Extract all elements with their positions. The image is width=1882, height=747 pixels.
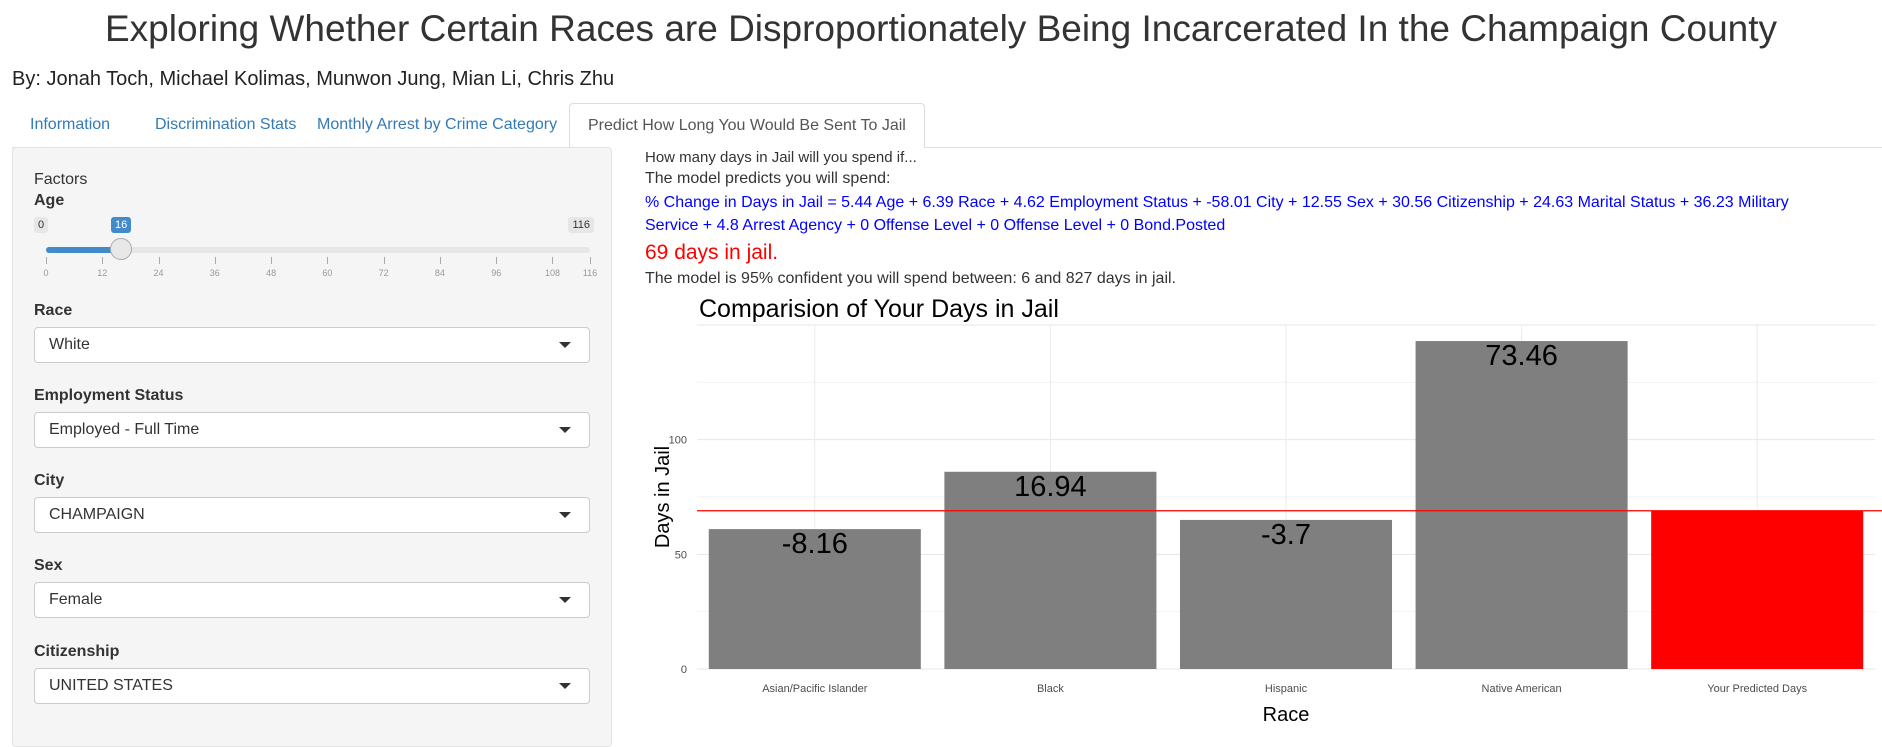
prediction-panel: How many days in Jail will you spend if.… (645, 147, 1882, 727)
chevron-down-icon (559, 342, 571, 348)
age-slider-track[interactable] (46, 247, 590, 253)
confidence-text: The model is 95% confident you will spen… (645, 270, 1176, 287)
age-slider-value: 16 (111, 217, 132, 233)
city-select[interactable]: CHAMPAIGN (34, 497, 590, 533)
prediction-text: 69 days in jail. (645, 241, 779, 264)
age-slider-tick-label: 72 (378, 268, 389, 278)
author-byline: By: Jonah Toch, Michael Kolimas, Munwon … (12, 68, 615, 90)
age-slider-tick (46, 257, 47, 264)
x-tick-label: Asian/Pacific Islander (762, 683, 867, 695)
predicts-text: The model predicts you will spend: (645, 170, 891, 187)
bar-data-label: 16.94 (1014, 471, 1087, 503)
bar-data-label: -8.16 (782, 528, 848, 560)
employment-select[interactable]: Employed - Full Time (34, 412, 590, 448)
age-slider-tick-label: 48 (266, 268, 277, 278)
chevron-down-icon (559, 597, 571, 603)
bar-native-american (1415, 341, 1628, 669)
chevron-down-icon (559, 427, 571, 433)
age-slider-tick (158, 257, 160, 264)
chevron-down-icon (559, 683, 571, 689)
y-tick-label: 50 (675, 549, 687, 561)
age-slider-tick (552, 257, 554, 264)
sex-select-value: Female (49, 591, 103, 608)
age-slider-max: 116 (568, 217, 594, 233)
y-tick-label: 0 (681, 664, 687, 676)
tab-information[interactable]: Information (30, 116, 111, 133)
age-label: Age (34, 192, 65, 209)
x-tick-label: Native American (1482, 683, 1562, 695)
age-slider-min: 0 (34, 217, 49, 233)
y-axis-title: Days in Jail (652, 446, 674, 548)
age-slider-tick-label: 0 (43, 268, 49, 278)
age-slider-tick (271, 257, 273, 264)
race-select-value: White (49, 336, 90, 353)
age-slider-tick (383, 257, 385, 264)
age-slider-tick-label: 116 (582, 268, 598, 278)
age-slider-tick-label: 24 (153, 268, 164, 278)
city-label: City (34, 472, 65, 489)
age-slider[interactable]: 0 116 16 0 12 24 36 48 60 72 84 96 108 116 (34, 217, 598, 287)
age-slider-tick-label: 36 (209, 268, 220, 278)
age-slider-tick-label: 84 (434, 268, 445, 278)
age-slider-tick-label: 60 (322, 268, 333, 278)
bar-asian-pacific-islander (708, 529, 921, 669)
chart-title: Comparision of Your Days in Jail (699, 295, 1059, 323)
factors-heading: Factors (34, 171, 88, 188)
age-slider-tick-label: 12 (97, 268, 108, 278)
race-label: Race (34, 302, 73, 319)
formula-line-1: % Change in Days in Jail = 5.44 Age + 6.… (645, 194, 1789, 211)
race-select[interactable]: White (34, 327, 590, 363)
x-tick-label: Black (1037, 683, 1064, 695)
citizenship-select[interactable]: UNITED STATES (34, 668, 590, 704)
tab-discrimination-stats[interactable]: Discrimination Stats (155, 116, 297, 133)
tab-bar: Information Discrimination Stats Monthly… (12, 103, 1882, 148)
tab-monthly-arrest[interactable]: Monthly Arrest by Crime Category (317, 116, 558, 133)
tab-predict-jail[interactable]: Predict How Long You Would Be Sent To Ja… (569, 103, 925, 148)
x-tick-label: Your Predicted Days (1707, 683, 1807, 695)
bar-hispanic (1179, 519, 1393, 669)
chevron-down-icon (559, 512, 571, 518)
bar-your-predicted-days (1651, 510, 1864, 669)
x-tick-label: Hispanic (1265, 683, 1308, 695)
factors-sidebar: Factors Age 0 116 16 0 12 24 36 48 60 72 84 96 10… (12, 147, 612, 747)
age-slider-handle[interactable] (110, 238, 133, 260)
bar-data-label: -3.7 (1261, 519, 1311, 551)
citizenship-label: Citizenship (34, 643, 120, 660)
employment-label: Employment Status (34, 387, 184, 404)
jail-days-chart: Comparision of Your Days in Jail 0 50 100 -8… (652, 295, 1882, 726)
question-text: How many days in Jail will you spend if.… (645, 149, 917, 166)
page-title: Exploring Whether Certain Races are Disp… (104, 8, 1778, 49)
age-slider-tick-label: 96 (491, 268, 502, 278)
sex-label: Sex (34, 557, 63, 574)
x-axis-title: Race (1263, 704, 1310, 726)
citizenship-select-value: UNITED STATES (49, 677, 173, 694)
age-slider-fill (46, 247, 122, 253)
age-slider-tick (102, 257, 104, 264)
city-select-value: CHAMPAIGN (49, 506, 145, 523)
y-tick-label: 100 (669, 435, 687, 447)
bar-black (944, 471, 1157, 669)
bar-data-label: 73.46 (1485, 340, 1558, 372)
age-slider-tick (590, 257, 591, 264)
employment-select-value: Employed - Full Time (49, 421, 200, 438)
age-slider-tick (496, 257, 498, 264)
sex-select[interactable]: Female (34, 582, 590, 618)
age-slider-tick-label: 108 (544, 268, 560, 278)
age-slider-tick (327, 257, 329, 264)
age-slider-tick (214, 257, 216, 264)
age-slider-tick (439, 257, 441, 264)
formula-line-2: Service + 4.8 Arrest Agency + 0 Offense … (645, 217, 1226, 234)
